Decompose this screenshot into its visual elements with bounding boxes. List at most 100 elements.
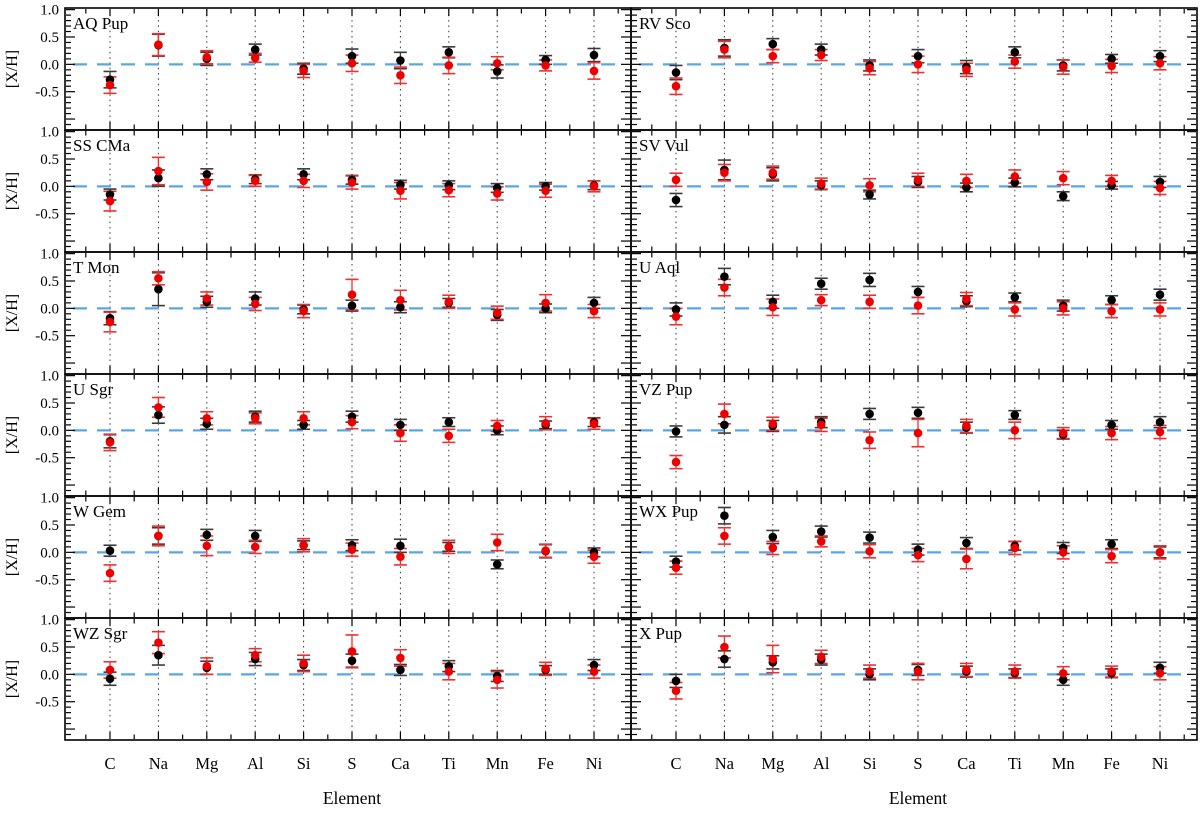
red-point-Si: [299, 659, 308, 668]
red-point-Ca: [962, 665, 971, 675]
y-tick-label: 1.0: [40, 491, 59, 507]
black-point-Fe: [1107, 539, 1116, 549]
red-point-Ca: [396, 186, 405, 196]
red-point-Al: [250, 414, 260, 423]
red-point-Si: [299, 306, 308, 316]
panel-w-gem: W Gem 1.0 0.5 0.0 -0.5 [X/H]: [4, 491, 632, 619]
black-point-S: [347, 51, 357, 61]
y-tick-label: 0.0: [40, 301, 59, 317]
red-point-Mn: [492, 675, 502, 685]
red-point-Al: [816, 50, 826, 60]
x-tick-label: Ca: [957, 754, 976, 773]
red-point-Mg: [202, 661, 212, 671]
red-point-Ca: [396, 428, 405, 438]
red-point-Mn: [492, 308, 502, 318]
red-point-Ni: [1155, 305, 1165, 314]
panel-sv-vul: SV Vul: [630, 129, 1198, 253]
black-point-C: [671, 676, 681, 686]
panel-title: RV Sco: [639, 14, 691, 33]
black-point-Na: [720, 654, 729, 664]
red-point-Ca: [962, 421, 971, 431]
x-tick-label: Ti: [442, 754, 456, 773]
red-point-Na: [720, 283, 729, 292]
red-point-Mg: [768, 419, 778, 429]
red-point-Fe: [541, 418, 550, 428]
red-point-Mg: [768, 543, 778, 553]
red-point-Fe: [1107, 61, 1116, 71]
red-point-Mn: [1058, 548, 1068, 557]
x-tick-label: Fe: [537, 754, 554, 773]
red-point-Mn: [492, 538, 502, 547]
red-point-Fe: [541, 546, 550, 555]
x-tick-label: S: [913, 754, 922, 773]
red-point-Ni: [1155, 183, 1165, 193]
black-point-Ti: [444, 417, 454, 427]
panel-u-aql: U Aql: [630, 251, 1198, 375]
red-point-Na: [154, 403, 163, 412]
red-point-Mg: [202, 52, 212, 62]
red-point-S: [347, 545, 357, 554]
panel-border: [630, 617, 1198, 741]
red-point-Si: [865, 180, 874, 190]
red-point-Al: [250, 542, 260, 552]
red-point-Ca: [962, 176, 971, 186]
panel-title: T Mon: [73, 258, 120, 277]
red-point-Si: [865, 63, 874, 73]
red-point-Na: [720, 531, 729, 541]
red-point-Ni: [1155, 427, 1165, 437]
x-tick-label: Si: [297, 754, 311, 773]
y-tick-label: 0.0: [40, 545, 59, 561]
red-point-Na: [720, 45, 729, 54]
black-point-Ni: [589, 298, 599, 308]
y-tick-label: -0.5: [35, 451, 59, 467]
y-axis-label: [X/H]: [4, 50, 21, 88]
red-point-Mg: [768, 302, 778, 312]
red-point-Al: [816, 652, 826, 662]
red-point-S: [913, 550, 923, 560]
red-point-Mn: [1058, 304, 1068, 313]
red-point-Ca: [396, 70, 405, 80]
red-point-S: [347, 417, 357, 427]
black-point-Ca: [962, 538, 971, 548]
red-point-Si: [299, 66, 308, 76]
black-point-S: [347, 301, 357, 310]
panel-title: W Gem: [73, 502, 126, 521]
red-point-Ca: [962, 65, 971, 75]
red-point-Mg: [202, 294, 212, 303]
panel-title: SV Vul: [639, 136, 689, 155]
red-point-C: [671, 563, 681, 572]
red-point-S: [347, 647, 357, 656]
y-tick-label: 1.0: [40, 369, 59, 385]
black-point-Al: [816, 279, 826, 289]
red-point-Mg: [768, 51, 778, 61]
red-point-C: [671, 81, 681, 91]
y-tick-label: 1.0: [40, 613, 59, 629]
black-point-Si: [299, 170, 308, 179]
black-point-Ca: [396, 541, 405, 551]
black-point-C: [671, 305, 681, 314]
red-point-Fe: [541, 61, 550, 70]
y-tick-label: 0.0: [40, 667, 59, 683]
black-point-Ni: [589, 660, 599, 670]
black-point-S: [913, 51, 923, 61]
x-tick-label: Al: [247, 754, 264, 773]
black-point-C: [671, 557, 681, 566]
panel-ss-cma: SS CMa 1.0 0.5 0.0 -0.5 [X/H]: [4, 125, 632, 253]
red-point-Ti: [1010, 305, 1020, 314]
red-point-Al: [816, 537, 826, 546]
red-point-C: [671, 457, 681, 467]
panel-t-mon: T Mon 1.0 0.5 0.0 -0.5 [X/H]: [4, 247, 632, 375]
red-point-Na: [154, 638, 163, 647]
y-tick-label: 1.0: [40, 3, 59, 19]
panel-x-pup: X Pup: [630, 617, 1198, 741]
x-tick-label: Ni: [586, 754, 603, 773]
red-point-Ni: [589, 182, 599, 191]
black-point-Na: [154, 650, 163, 660]
red-point-Fe: [1107, 176, 1116, 186]
black-point-Ti: [1010, 48, 1020, 57]
y-tick-label: 0.5: [40, 274, 59, 290]
y-tick-label: 0.0: [40, 423, 59, 439]
red-point-S: [347, 290, 357, 299]
y-tick-label: -0.5: [35, 207, 59, 223]
